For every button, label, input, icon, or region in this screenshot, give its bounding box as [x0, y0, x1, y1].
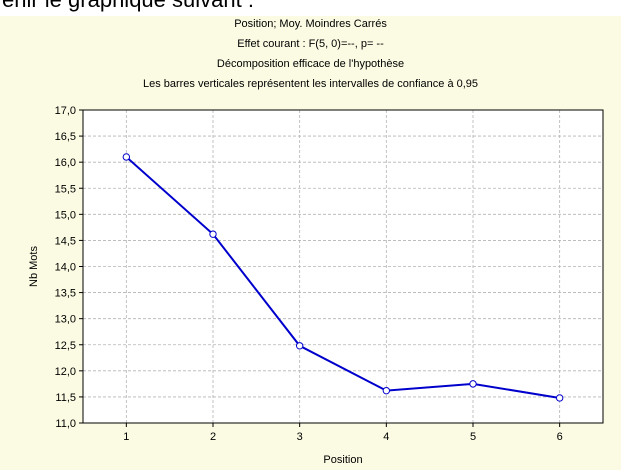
y-tick-label: 15,0	[55, 209, 76, 221]
y-tick-label: 13,0	[55, 314, 76, 326]
y-tick-label: 12,0	[55, 366, 76, 378]
x-tick-label: 3	[297, 431, 303, 443]
y-tick-label: 14,5	[55, 235, 76, 247]
x-tick-label: 2	[210, 431, 216, 443]
plot-border	[82, 109, 604, 424]
caption-text: enir le graphique suivant :	[2, 0, 254, 13]
data-series	[122, 153, 564, 402]
chart-subtitle-decomposition: Décomposition efficace de l'hypothèse	[216, 58, 405, 70]
data-point	[382, 386, 391, 395]
y-axis-label: Nb Mots	[28, 246, 40, 287]
axes: 11,0 11,5 12,0 12,5 13,0 13,5 14,0 14,5 15,0 15,5…	[55, 105, 604, 443]
y-tick-label: 12,5	[55, 340, 76, 352]
data-point	[295, 342, 304, 350]
x-tick-label: 6	[557, 431, 563, 443]
page-caption-fragment: enir le graphique suivant :	[0, 0, 621, 16]
chart-subtitle-effect: Effet courant : F(5, 0)=--, p= --	[237, 38, 384, 50]
x-tick-label: 1	[123, 431, 129, 443]
series-line	[125, 156, 560, 399]
chart-subtitle-confidence: Les barres verticales représentent les i…	[142, 78, 479, 90]
y-tick-label: 15,5	[55, 183, 76, 195]
data-point	[209, 230, 217, 238]
chart-title: Position; Moy. Moindres Carrés	[234, 18, 387, 30]
y-tick-label: 17,0	[55, 105, 76, 117]
y-tick-label: 13,5	[55, 288, 76, 300]
y-tick-label: 11,0	[55, 418, 76, 430]
x-tick-label: 4	[383, 431, 389, 443]
y-tick-label: 16,5	[55, 131, 76, 143]
grid-lines	[83, 110, 603, 423]
data-point	[122, 153, 131, 161]
y-tick-label: 14,0	[55, 262, 76, 274]
chart-frame: Position; Moy. Moindres Carrés Effet cou…	[0, 16, 621, 470]
x-tick-label: 5	[470, 431, 476, 443]
x-axis-label: Position	[323, 454, 362, 466]
line-chart: 11,0 11,5 12,0 12,5 13,0 13,5 14,0 14,5 15,0 15,5…	[28, 105, 604, 466]
y-tick-label: 16,0	[55, 157, 76, 169]
y-tick-label: 11,5	[55, 392, 76, 404]
data-point	[555, 394, 564, 402]
data-point	[469, 380, 477, 388]
